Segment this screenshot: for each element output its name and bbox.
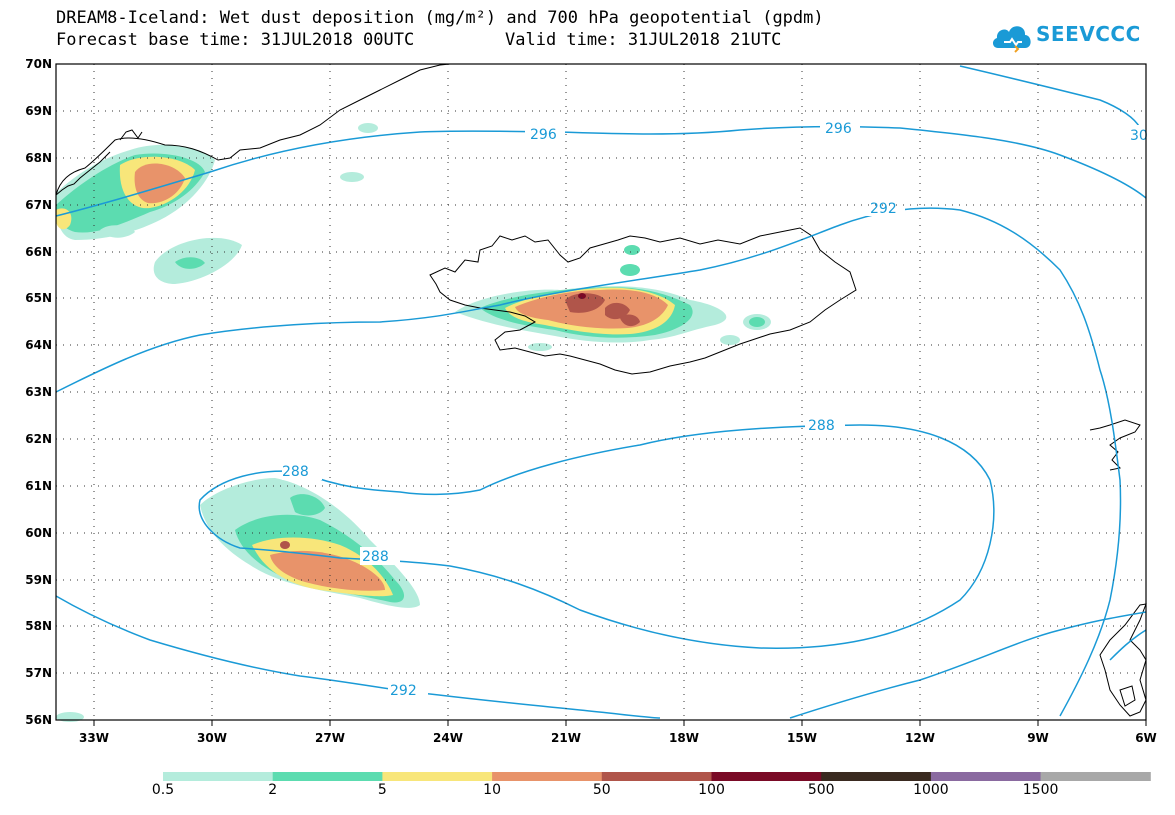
lat-57n: 57N <box>25 666 52 680</box>
title-line-2: Forecast base time: 31JUL2018 00UTC <box>56 30 415 50</box>
lat-60n: 60N <box>25 526 52 540</box>
legend-label-8: 1000 <box>913 782 949 798</box>
lat-69n: 69N <box>25 104 52 118</box>
lon-33w: 33W <box>79 731 109 745</box>
lat-65n: 65N <box>25 291 52 305</box>
lon-9w: 9W <box>1027 731 1049 745</box>
legend-label-7: 500 <box>807 782 835 798</box>
lat-68n: 68N <box>25 151 52 165</box>
contour-label-30: 30 <box>1130 128 1148 144</box>
lat-70n: 70N <box>25 57 52 71</box>
lat-61n: 61N <box>25 479 52 493</box>
legend-label-9: 1500 <box>1022 782 1059 798</box>
coastlines <box>55 63 1147 717</box>
tick-marks <box>93 720 1147 726</box>
legend-label-4: 10 <box>483 782 502 798</box>
contour-label-288-c: 288 <box>808 418 835 434</box>
lon-12w: 12W <box>905 731 935 745</box>
legend-swatch-3 <box>382 772 493 781</box>
legend-swatch-8 <box>930 772 1042 781</box>
legend-label-6: 100 <box>698 782 725 798</box>
legend-swatch-5 <box>601 772 712 781</box>
logo-text: SEEVCCC <box>1036 22 1141 46</box>
contour-label-288-a: 288 <box>282 464 309 480</box>
lon-27w: 27W <box>315 731 345 745</box>
lon-18w: 18W <box>669 731 699 745</box>
legend-label-5: 50 <box>592 782 611 798</box>
lat-58n: 58N <box>25 619 52 633</box>
lat-62n: 62N <box>25 432 52 446</box>
lon-30w: 30W <box>197 731 227 745</box>
contour-label-292-a: 292 <box>870 201 897 217</box>
lon-tick-labels: 33W 30W 27W 24W 21W 18W 15W 12W 9W 6W <box>79 731 1157 745</box>
legend-colorbar <box>163 772 1151 781</box>
legend-swatch-1 <box>163 772 274 781</box>
contour-label-288-b: 288 <box>362 549 389 565</box>
lon-15w: 15W <box>787 731 817 745</box>
contour-label-292-b: 292 <box>390 683 417 699</box>
cloud-logo-icon <box>992 26 1031 53</box>
graticule <box>56 64 1146 720</box>
legend-swatch-7 <box>821 772 932 781</box>
legend-swatch-4 <box>492 772 603 781</box>
legend-swatch-2 <box>272 772 383 781</box>
legend-swatch-6 <box>711 772 822 781</box>
contour-label-296-b: 296 <box>825 121 852 137</box>
lat-tick-labels: 70N 69N 68N 67N 66N 65N 64N 63N 62N 61N … <box>25 57 52 727</box>
contour-label-296-a: 296 <box>530 127 557 143</box>
dust-deposition-field <box>55 123 771 722</box>
lat-66n: 66N <box>25 245 52 259</box>
valid-time: Valid time: 31JUL2018 21UTC <box>505 30 782 50</box>
map-frame <box>55 63 1147 721</box>
legend-swatch-9 <box>1040 772 1151 781</box>
lon-6w: 6W <box>1135 731 1157 745</box>
lat-67n: 67N <box>25 198 52 212</box>
legend-label-3: 5 <box>377 782 387 798</box>
lat-59n: 59N <box>25 573 52 587</box>
lat-63n: 63N <box>25 385 52 399</box>
geopotential-contours <box>55 65 1147 719</box>
contour-labels: 296 296 30 292 288 288 288 292 <box>282 118 1148 699</box>
title-line-1: DREAM8-Iceland: Wet dust deposition (mg/… <box>56 8 824 28</box>
legend-label-1: 0.5 <box>151 782 175 798</box>
lon-21w: 21W <box>551 731 581 745</box>
seevccc-logo: SEEVCCC <box>990 18 1140 58</box>
lon-24w: 24W <box>433 731 463 745</box>
legend-label-2: 2 <box>268 782 278 798</box>
lat-56n: 56N <box>25 713 52 727</box>
lat-64n: 64N <box>25 338 52 352</box>
